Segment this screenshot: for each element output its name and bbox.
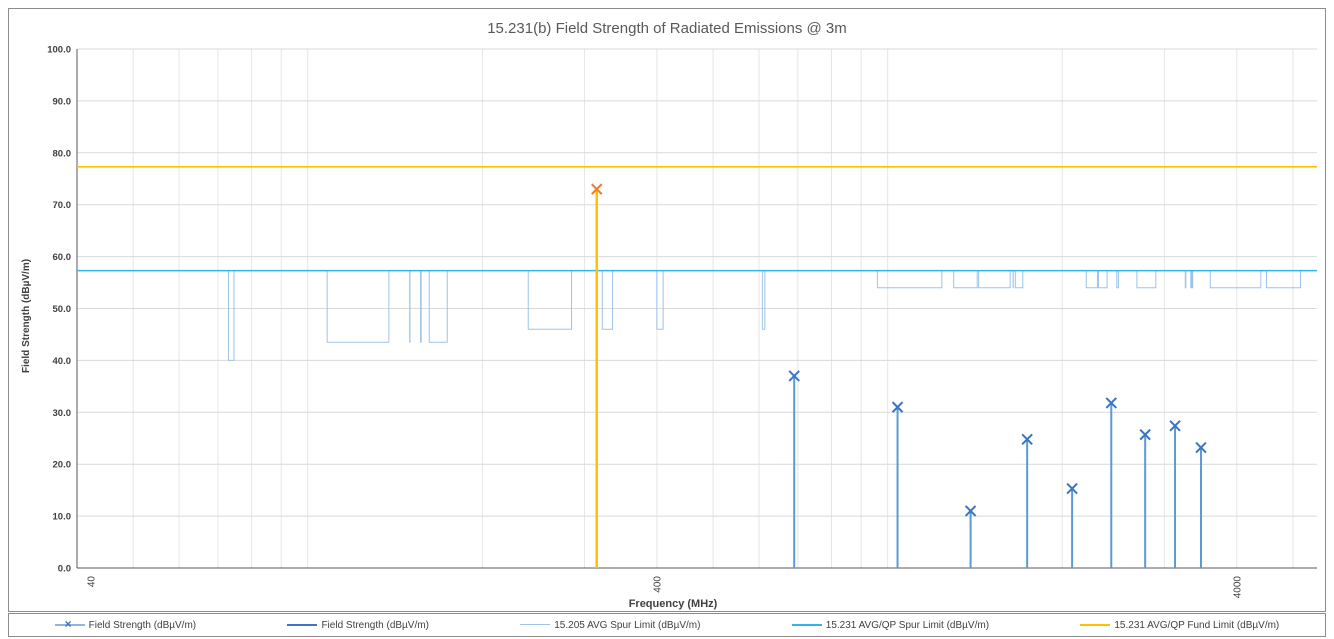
- axis-layer: 0.0 10.0 20.0 30.0 40.0 50.0 60.0 70.0 80.0 90.0 1…: [47, 45, 1317, 599]
- x-tick-label: 40: [87, 576, 98, 588]
- legend-entry-field-strength-stems: Field Strength (dBµV/m): [287, 619, 429, 631]
- data-point-8: [1169, 420, 1181, 432]
- data-point-1: [788, 370, 800, 382]
- legend-entry-15231-avg-qp-spur-limit: 15.231 AVG/QP Spur Limit (dBµV/m): [791, 619, 990, 631]
- legend-swatch-line-icon: [520, 620, 551, 630]
- chart-title: 15.231(b) Field Strength of Radiated Emi…: [487, 20, 847, 37]
- data-point-9: [1195, 441, 1207, 454]
- x-tick-label: 4000: [1232, 576, 1243, 599]
- grid-layer: [77, 48, 1317, 568]
- legend-swatch-line-icon: [287, 620, 318, 630]
- series-15205-avg-spur-limit: [77, 270, 1317, 361]
- legend-label: Field Strength (dBµV/m): [88, 619, 197, 631]
- legend-swatch-line-icon: [1080, 620, 1111, 630]
- x-axis-label: Frequency (MHz): [629, 598, 718, 610]
- x-tick-label: 400: [652, 576, 663, 593]
- legend: × Field Strength (dBµV/m) Field Strength…: [8, 613, 1326, 637]
- data-point-5: [1066, 482, 1078, 495]
- data-point-0: [591, 183, 603, 195]
- chart-frame: 15.231(b) Field Strength of Radiated Emi…: [8, 8, 1326, 612]
- legend-label: 15.231 AVG/QP Spur Limit (dBµV/m): [825, 619, 990, 631]
- legend-label: 15.231 AVG/QP Fund Limit (dBµV/m): [1114, 619, 1280, 631]
- data-point-3: [964, 505, 977, 517]
- y-tick-label: 60.0: [53, 252, 72, 263]
- legend-label: 15.205 AVG Spur Limit (dBµV/m): [554, 619, 701, 631]
- y-axis-label: Field Strength (dBµV/m): [21, 259, 32, 373]
- y-tick-label: 40.0: [53, 356, 72, 367]
- data-point-4: [1021, 433, 1033, 445]
- data-point-7: [1139, 428, 1151, 441]
- data-point-6: [1105, 397, 1117, 409]
- series-layer: [77, 166, 1317, 568]
- legend-entry-15205-avg-spur-limit: 15.205 AVG Spur Limit (dBµV/m): [520, 620, 700, 631]
- legend-label: Field Strength (dBµV/m): [321, 619, 429, 631]
- legend-entry-field-strength-markers: × Field Strength (dBµV/m): [54, 617, 197, 631]
- legend-entry-15231-avg-qp-fund-limit: 15.231 AVG/QP Fund Limit (dBµV/m): [1080, 620, 1279, 631]
- y-tick-label: 70.0: [53, 200, 72, 211]
- y-tick-label: 10.0: [53, 512, 72, 523]
- y-tick-label: 30.0: [53, 408, 72, 419]
- y-tick-label: 100.0: [47, 45, 71, 56]
- y-tick-label: 50.0: [53, 304, 72, 315]
- y-tick-label: 80.0: [53, 148, 72, 159]
- y-tick-label: 90.0: [53, 96, 72, 107]
- legend-swatch-marker-icon: ×: [54, 617, 85, 631]
- chart-plot: 15.231(b) Field Strength of Radiated Emi…: [21, 20, 1317, 610]
- y-tick-label: 0.0: [58, 564, 71, 575]
- legend-swatch-line-icon: [791, 620, 822, 630]
- data-point-2: [891, 401, 904, 413]
- y-tick-label: 20.0: [53, 460, 72, 471]
